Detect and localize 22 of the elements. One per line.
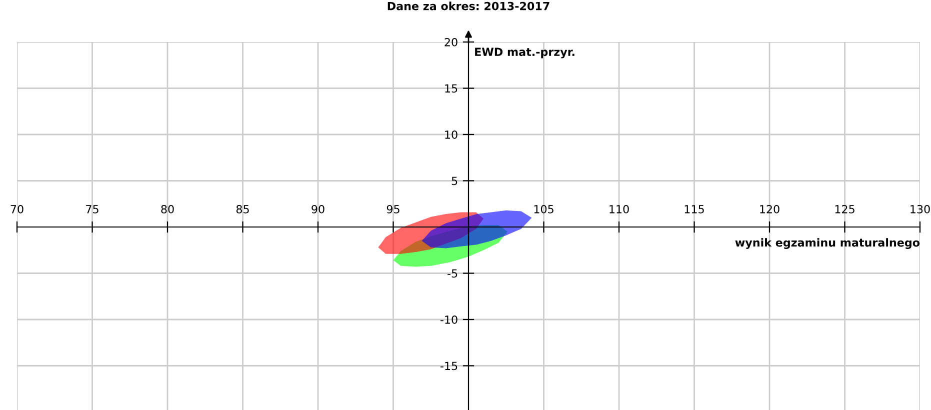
x-tick-label: 130	[910, 204, 930, 214]
y-tick-label: 15	[445, 84, 458, 93]
x-tick-label: 105	[534, 204, 554, 214]
y-axis-title: EWD mat.-przyr.	[475, 48, 574, 58]
chart-title: Dane za okres: 2013-2017	[388, 2, 550, 10]
y-tick-label: -5	[448, 269, 458, 278]
x-axis-title: wynik egzaminu maturalnego	[735, 238, 920, 249]
x-tick-label: 75	[86, 205, 98, 214]
x-tick-label: 115	[684, 205, 704, 214]
x-tick-label: 110	[610, 204, 629, 214]
x-tick-label: 90	[312, 204, 324, 214]
y-tick-label: 20	[444, 38, 458, 46]
y-tick-label: -10	[440, 315, 458, 324]
x-tick-label: 95	[386, 204, 400, 214]
x-tick-label: 120	[760, 204, 780, 214]
y-tick-label: 5	[452, 176, 458, 186]
x-tick-label: 80	[161, 204, 174, 214]
y-tick-label: 10	[445, 130, 458, 139]
x-tick-label: 125	[835, 204, 854, 214]
x-tick-label: 85	[236, 204, 249, 214]
x-tick-label: 70	[10, 204, 24, 214]
y-tick-label: -15	[440, 362, 458, 370]
